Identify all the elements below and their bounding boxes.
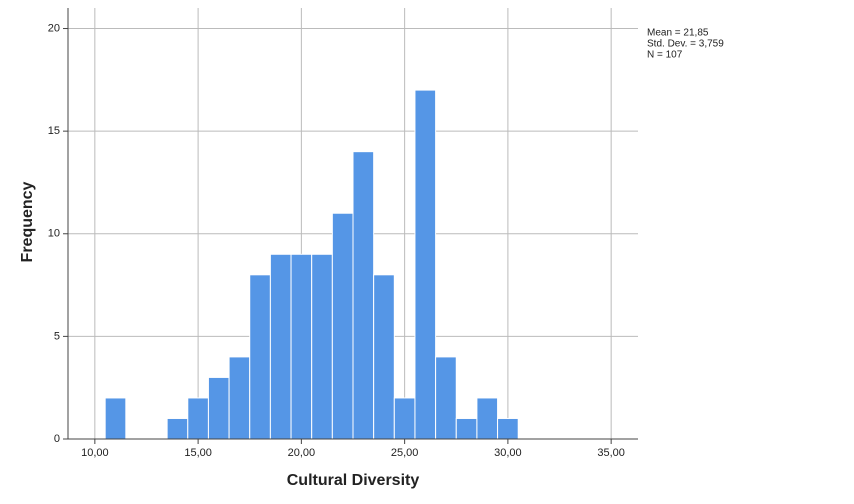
bar [311, 253, 333, 440]
bar [331, 212, 354, 440]
bar [497, 417, 519, 440]
y-axis-title: Frequency [19, 181, 36, 262]
bar [373, 274, 395, 440]
bar [290, 253, 313, 440]
stat-annotation: Mean = 21,85 [647, 28, 709, 39]
bar [228, 356, 251, 440]
bar [435, 356, 457, 440]
bar [104, 397, 127, 440]
bar [414, 89, 437, 440]
x-tick-label: 15,00 [184, 447, 212, 459]
x-tick-label: 30,00 [494, 447, 522, 459]
bar [207, 376, 230, 440]
x-tick-label: 20,00 [288, 447, 316, 459]
bar [187, 397, 209, 440]
bar [455, 417, 478, 440]
y-tick-label: 5 [54, 330, 60, 342]
y-tick-label: 20 [48, 22, 60, 34]
bar [269, 253, 292, 440]
y-tick-label: 10 [48, 228, 60, 240]
x-axis-title: Cultural Diversity [287, 472, 420, 489]
bar [393, 397, 416, 440]
y-tick-label: 15 [48, 125, 60, 137]
x-tick-label: 10,00 [81, 447, 109, 459]
bar [476, 397, 499, 440]
y-tick-label: 0 [54, 433, 60, 445]
stat-annotation: Std. Dev. = 3,759 [647, 39, 724, 50]
bar [249, 274, 271, 440]
bar [166, 417, 189, 440]
x-tick-label: 35,00 [597, 447, 625, 459]
stat-annotation: N = 107 [647, 50, 683, 61]
x-tick-label: 25,00 [391, 447, 419, 459]
bar [352, 151, 375, 440]
